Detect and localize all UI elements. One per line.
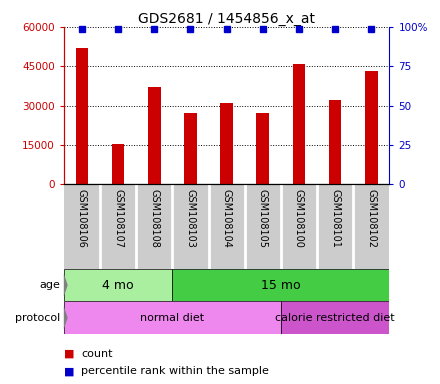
Text: ■: ■ <box>64 366 74 376</box>
Text: calorie restricted diet: calorie restricted diet <box>275 313 395 323</box>
Text: count: count <box>81 349 113 359</box>
Bar <box>112 144 125 184</box>
Bar <box>257 114 269 184</box>
FancyArrow shape <box>64 274 68 296</box>
Bar <box>220 103 233 184</box>
Text: GSM108107: GSM108107 <box>113 189 123 248</box>
Text: 4 mo: 4 mo <box>102 279 134 291</box>
Title: GDS2681 / 1454856_x_at: GDS2681 / 1454856_x_at <box>138 12 315 26</box>
FancyArrow shape <box>64 306 68 329</box>
Text: 15 mo: 15 mo <box>261 279 301 291</box>
Text: GSM108102: GSM108102 <box>367 189 376 248</box>
Bar <box>281 301 389 334</box>
Text: GSM108103: GSM108103 <box>185 189 195 247</box>
Bar <box>64 269 172 301</box>
Bar <box>293 64 305 184</box>
Bar <box>365 71 378 184</box>
Bar <box>329 100 341 184</box>
Text: ■: ■ <box>64 349 74 359</box>
Text: GSM108100: GSM108100 <box>294 189 304 247</box>
Bar <box>184 114 197 184</box>
Bar <box>76 48 88 184</box>
Text: GSM108106: GSM108106 <box>77 189 87 247</box>
Text: GSM108105: GSM108105 <box>258 189 268 248</box>
Text: protocol: protocol <box>15 313 61 323</box>
Text: GSM108108: GSM108108 <box>149 189 159 247</box>
Bar <box>172 269 389 301</box>
Text: age: age <box>40 280 61 290</box>
Bar <box>148 87 161 184</box>
Text: GSM108101: GSM108101 <box>330 189 340 247</box>
Text: normal diet: normal diet <box>140 313 205 323</box>
Text: percentile rank within the sample: percentile rank within the sample <box>81 366 269 376</box>
Bar <box>64 301 281 334</box>
Text: GSM108104: GSM108104 <box>222 189 231 247</box>
